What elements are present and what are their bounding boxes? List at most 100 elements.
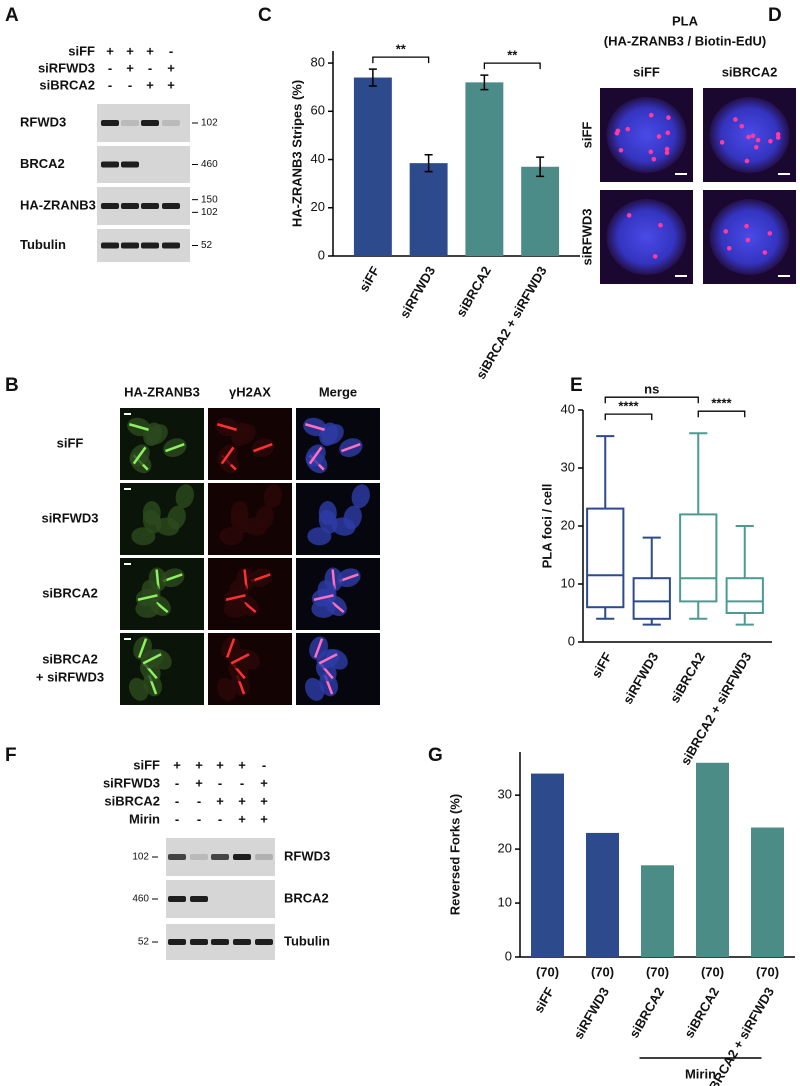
blot-band bbox=[121, 120, 139, 126]
y-tick-label: 20 bbox=[561, 517, 575, 532]
nucleus bbox=[216, 677, 237, 701]
blot-band bbox=[162, 120, 180, 126]
band-label: Tubulin bbox=[20, 237, 66, 252]
pla-focus bbox=[767, 231, 773, 236]
condition-label: siRFWD3 bbox=[103, 775, 160, 790]
y-tick-label: 10 bbox=[561, 575, 575, 590]
blot-band bbox=[168, 896, 186, 902]
row-label: siRFWD3 bbox=[579, 208, 594, 265]
damage-stripe bbox=[128, 423, 149, 431]
pla-focus bbox=[666, 115, 671, 120]
condition-sign: + bbox=[216, 757, 224, 772]
nucleus bbox=[230, 501, 249, 526]
pla-focus bbox=[768, 138, 773, 144]
blot-band bbox=[211, 854, 229, 860]
blot-band bbox=[121, 242, 139, 249]
blot-band bbox=[141, 203, 159, 209]
micrograph bbox=[208, 483, 292, 555]
micrograph bbox=[600, 88, 693, 182]
blot-band bbox=[101, 120, 119, 126]
mw-marker: 460 bbox=[132, 894, 149, 905]
blot-band bbox=[190, 854, 208, 860]
band-label: BRCA2 bbox=[284, 890, 329, 905]
damage-stripe bbox=[304, 423, 325, 431]
band-label: RFWD3 bbox=[20, 114, 66, 129]
y-axis-label: HA-ZRANB3 Stripes (%) bbox=[289, 80, 304, 227]
count-label: (70) bbox=[756, 964, 779, 979]
blot-band bbox=[121, 203, 139, 209]
pla-subtitle: (HA-ZRANB3 / Biotin-EdU) bbox=[604, 33, 766, 48]
nucleus bbox=[351, 484, 370, 509]
condition-sign: - bbox=[262, 757, 266, 772]
pla-focus bbox=[726, 245, 732, 251]
significance-bracket bbox=[604, 396, 699, 404]
y-tick-label: 0 bbox=[318, 247, 325, 262]
damage-stripe bbox=[243, 569, 248, 590]
significance-label: ** bbox=[396, 42, 407, 57]
pla-focus bbox=[750, 133, 756, 139]
blot-band bbox=[211, 939, 229, 945]
damage-stripe bbox=[308, 446, 323, 465]
bar bbox=[353, 77, 392, 256]
damage-stripe bbox=[216, 423, 237, 431]
condition-sign: + bbox=[106, 43, 114, 58]
micrograph bbox=[120, 633, 204, 705]
condition-sign: + bbox=[167, 77, 175, 92]
error-bar bbox=[536, 156, 545, 178]
count-label: (70) bbox=[646, 964, 669, 979]
pla-focus bbox=[733, 117, 738, 122]
y-tick-label: 30 bbox=[498, 787, 512, 802]
mw-marker: 102 bbox=[201, 207, 218, 218]
panel-letter: C bbox=[258, 5, 272, 26]
pla-focus bbox=[656, 134, 662, 139]
blot-band bbox=[162, 242, 180, 249]
panel-letter: A bbox=[5, 5, 19, 26]
whisker-low bbox=[689, 601, 708, 620]
damage-stripe bbox=[137, 638, 148, 658]
pla-focus bbox=[744, 158, 750, 164]
condition-sign: + bbox=[216, 793, 224, 808]
y-tick-label: 20 bbox=[311, 199, 325, 214]
significance-label: **** bbox=[618, 399, 639, 414]
y-tick-label: 20 bbox=[498, 841, 512, 856]
nucleus bbox=[142, 501, 161, 526]
count-label: (70) bbox=[701, 964, 724, 979]
nucleus bbox=[304, 677, 325, 701]
damage-stripe bbox=[155, 569, 160, 590]
condition-label: Mirin bbox=[129, 811, 160, 826]
image-background bbox=[296, 558, 380, 630]
pla-focus bbox=[664, 146, 670, 152]
blot-band bbox=[141, 242, 159, 249]
micrograph bbox=[120, 558, 204, 630]
box bbox=[725, 577, 764, 615]
error-bar bbox=[368, 68, 377, 87]
pla-focus bbox=[719, 140, 725, 145]
band-label: RFWD3 bbox=[284, 848, 330, 863]
error-bar bbox=[480, 74, 489, 91]
damage-stripe bbox=[137, 594, 158, 601]
blot-band bbox=[190, 939, 208, 945]
nucleus bbox=[606, 97, 687, 173]
nucleus bbox=[343, 505, 362, 530]
column-header: γH2AX bbox=[229, 384, 271, 399]
blot-band bbox=[121, 161, 139, 168]
significance-bracket bbox=[697, 410, 746, 418]
micrograph bbox=[600, 190, 693, 284]
x-tick-label: siBRCA2 bbox=[453, 264, 494, 320]
mw-marker: 150 bbox=[201, 194, 218, 205]
blot-band bbox=[101, 203, 119, 209]
column-header: siFF bbox=[633, 64, 660, 79]
micrograph bbox=[120, 483, 204, 555]
y-tick-label: 40 bbox=[561, 401, 575, 416]
condition-sign: - bbox=[175, 775, 179, 790]
condition-label: siBRCA2 bbox=[39, 77, 95, 92]
damage-stripe bbox=[253, 443, 273, 453]
condition-sign: + bbox=[260, 811, 268, 826]
condition-sign: + bbox=[238, 757, 246, 772]
damage-stripe bbox=[165, 443, 185, 453]
x-tick-label: siRFWD3 bbox=[397, 264, 439, 321]
nucleus bbox=[263, 484, 282, 509]
micrograph bbox=[296, 633, 380, 705]
condition-sign: + bbox=[238, 811, 246, 826]
